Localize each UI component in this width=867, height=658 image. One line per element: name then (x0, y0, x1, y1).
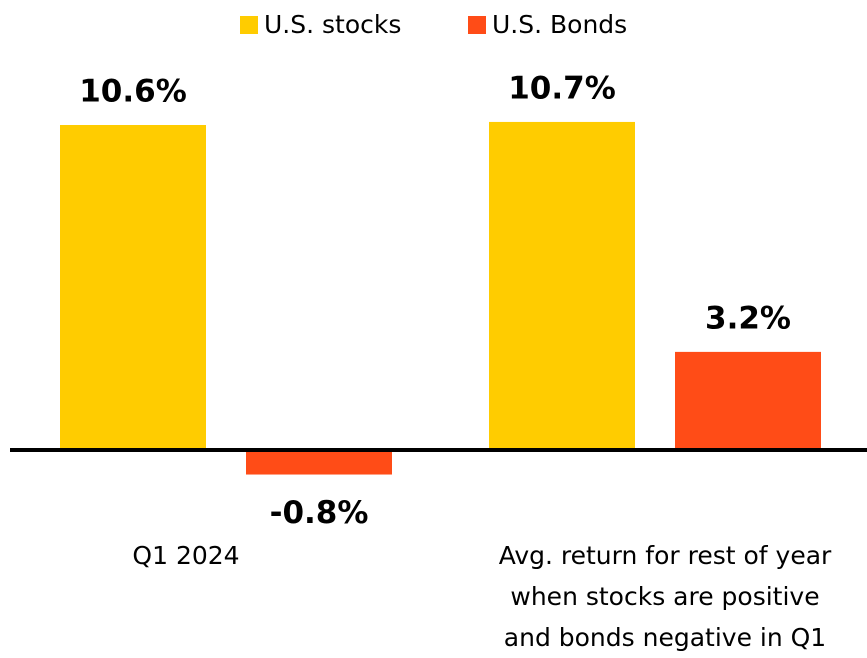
bar (489, 121, 635, 451)
legend-swatch (468, 16, 486, 34)
legend-swatch (240, 16, 258, 34)
value-label: 10.7% (508, 70, 616, 106)
legend-label: U.S. Bonds (492, 10, 627, 39)
value-label: 10.6% (79, 74, 187, 110)
value-label: -0.8% (270, 495, 369, 531)
legend-label: U.S. stocks (264, 10, 401, 39)
x-tick-label: Avg. return for rest of year when stocks… (498, 541, 832, 652)
x-tick-label: Q1 2024 (132, 541, 240, 570)
bar (246, 450, 392, 475)
value-label: 3.2% (705, 300, 791, 336)
bar (675, 351, 821, 450)
bar (60, 125, 206, 450)
